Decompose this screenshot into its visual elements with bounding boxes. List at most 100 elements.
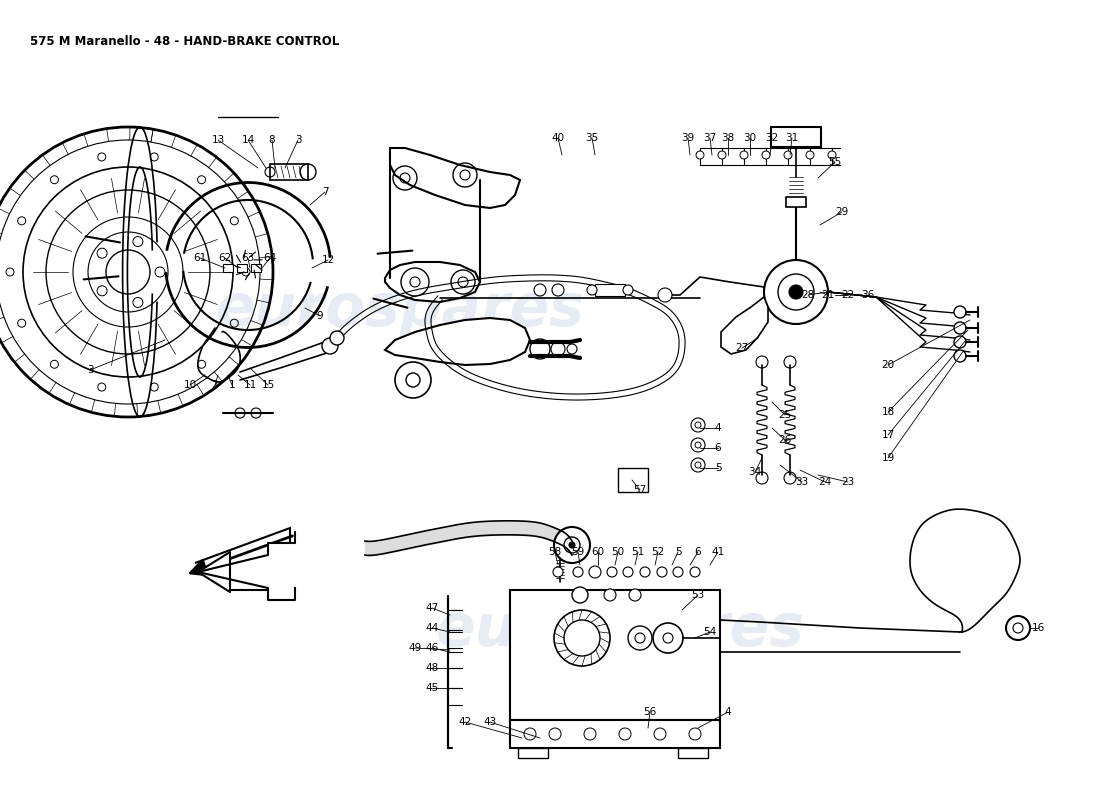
Text: 36: 36 xyxy=(861,290,875,300)
Text: 2: 2 xyxy=(211,380,218,390)
Polygon shape xyxy=(270,164,308,180)
Polygon shape xyxy=(720,297,768,354)
Text: 18: 18 xyxy=(881,407,894,417)
Text: 38: 38 xyxy=(722,133,735,143)
Text: 19: 19 xyxy=(881,453,894,463)
Circle shape xyxy=(954,306,966,318)
Polygon shape xyxy=(251,264,261,272)
Polygon shape xyxy=(385,318,530,365)
Circle shape xyxy=(657,567,667,577)
Circle shape xyxy=(690,567,700,577)
Text: 31: 31 xyxy=(785,133,799,143)
Text: 11: 11 xyxy=(243,380,256,390)
Text: 43: 43 xyxy=(483,717,496,727)
Polygon shape xyxy=(595,284,625,296)
Circle shape xyxy=(628,626,652,650)
Text: 56: 56 xyxy=(644,707,657,717)
Circle shape xyxy=(552,284,564,296)
Text: 58: 58 xyxy=(549,547,562,557)
Text: eurospares: eurospares xyxy=(436,602,804,658)
Circle shape xyxy=(654,728,666,740)
Text: 40: 40 xyxy=(551,133,564,143)
Circle shape xyxy=(806,151,814,159)
Circle shape xyxy=(695,442,701,448)
Circle shape xyxy=(695,462,701,468)
Text: 24: 24 xyxy=(818,477,832,487)
Circle shape xyxy=(524,728,536,740)
Circle shape xyxy=(718,151,726,159)
Circle shape xyxy=(640,567,650,577)
Text: 20: 20 xyxy=(881,360,894,370)
Circle shape xyxy=(584,728,596,740)
Text: 13: 13 xyxy=(211,135,224,145)
Text: 4: 4 xyxy=(725,707,732,717)
Text: 60: 60 xyxy=(592,547,605,557)
Text: 6: 6 xyxy=(715,443,722,453)
Text: 29: 29 xyxy=(835,207,848,217)
Text: 62: 62 xyxy=(219,253,232,263)
Text: 61: 61 xyxy=(194,253,207,263)
Circle shape xyxy=(691,438,705,452)
Text: 30: 30 xyxy=(744,133,757,143)
Circle shape xyxy=(689,728,701,740)
Text: 27: 27 xyxy=(736,343,749,353)
Text: 59: 59 xyxy=(571,547,584,557)
Polygon shape xyxy=(678,748,708,758)
Text: 16: 16 xyxy=(1032,623,1045,633)
Text: 45: 45 xyxy=(426,683,439,693)
Circle shape xyxy=(587,285,597,295)
Circle shape xyxy=(954,322,966,334)
Circle shape xyxy=(629,589,641,601)
Text: 22: 22 xyxy=(842,290,855,300)
Text: 35: 35 xyxy=(585,133,598,143)
Circle shape xyxy=(330,331,344,345)
Polygon shape xyxy=(510,590,720,720)
Circle shape xyxy=(553,567,563,577)
Circle shape xyxy=(604,589,616,601)
Text: 5: 5 xyxy=(674,547,681,557)
Circle shape xyxy=(564,537,580,553)
Circle shape xyxy=(534,284,546,296)
Circle shape xyxy=(691,418,705,432)
Circle shape xyxy=(623,285,632,295)
Polygon shape xyxy=(223,264,233,272)
Text: 26: 26 xyxy=(779,435,792,445)
Polygon shape xyxy=(236,264,248,272)
Text: 1: 1 xyxy=(229,380,235,390)
Circle shape xyxy=(554,527,590,563)
Text: 7: 7 xyxy=(321,187,328,197)
Text: 34: 34 xyxy=(748,467,761,477)
Text: 52: 52 xyxy=(651,547,664,557)
Text: 63: 63 xyxy=(241,253,254,263)
Text: 6: 6 xyxy=(695,547,702,557)
Circle shape xyxy=(658,288,672,302)
Polygon shape xyxy=(198,532,295,600)
Text: 575 M Maranello - 48 - HAND-BRAKE CONTROL: 575 M Maranello - 48 - HAND-BRAKE CONTRO… xyxy=(30,35,339,48)
Polygon shape xyxy=(390,148,520,208)
Circle shape xyxy=(784,151,792,159)
Circle shape xyxy=(619,728,631,740)
Text: 8: 8 xyxy=(268,135,275,145)
Text: 3: 3 xyxy=(295,135,301,145)
Circle shape xyxy=(588,566,601,578)
Text: 14: 14 xyxy=(241,135,254,145)
Polygon shape xyxy=(510,720,720,748)
Polygon shape xyxy=(786,197,806,207)
Text: 64: 64 xyxy=(263,253,276,263)
Text: 17: 17 xyxy=(881,430,894,440)
Text: 9: 9 xyxy=(317,311,323,321)
Text: 3: 3 xyxy=(87,365,94,375)
Text: 12: 12 xyxy=(321,255,334,265)
Text: 21: 21 xyxy=(822,290,835,300)
Text: 53: 53 xyxy=(692,590,705,600)
Circle shape xyxy=(653,623,683,653)
Text: 48: 48 xyxy=(426,663,439,673)
Text: 15: 15 xyxy=(262,380,275,390)
Text: 44: 44 xyxy=(426,623,439,633)
Text: 55: 55 xyxy=(828,157,842,167)
Circle shape xyxy=(740,151,748,159)
Text: 49: 49 xyxy=(408,643,421,653)
Text: 28: 28 xyxy=(802,290,815,300)
Text: 51: 51 xyxy=(631,547,645,557)
Circle shape xyxy=(789,285,803,299)
